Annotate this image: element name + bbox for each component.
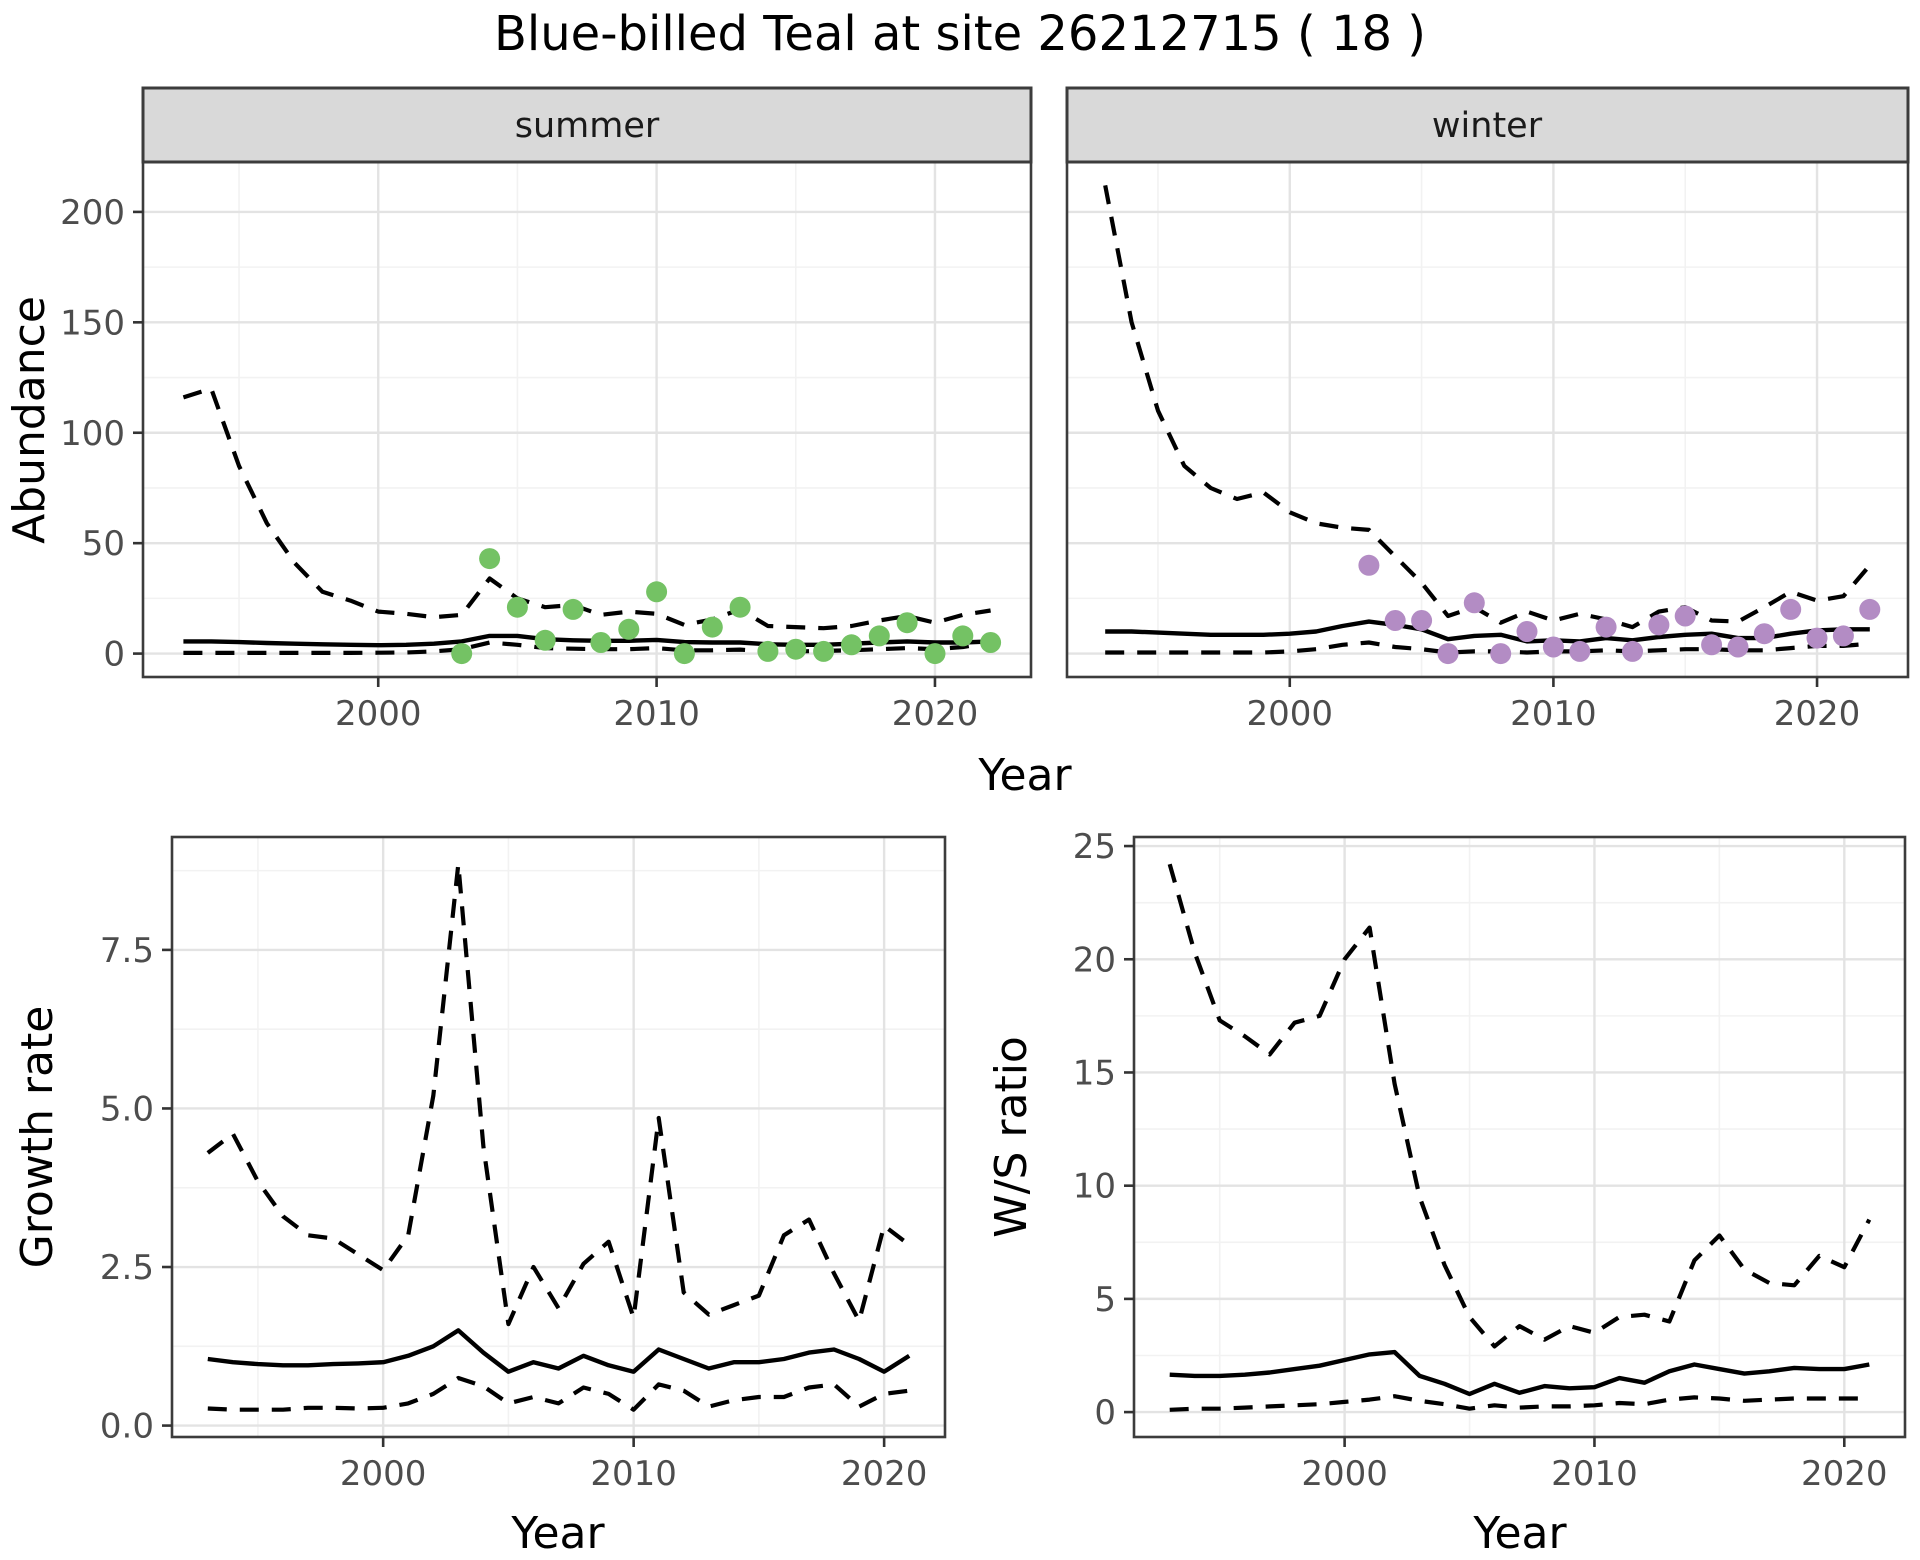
y-tick-label: 20 [1073,940,1116,980]
y-tick-label: 7.5 [100,931,154,971]
observation-point [896,612,918,634]
observation-point [1490,643,1512,665]
ws-year-axis-title: Year [1472,1508,1567,1559]
y-tick-label: 50 [82,524,125,564]
panel-summer: 2000 2010 2020 0 50 100 150 200 [60,160,1033,734]
panel-background [1134,837,1905,1437]
x-tick-label: 2020 [841,1454,928,1494]
observation-point [980,632,1002,653]
growth-year-axis-title: Year [510,1508,605,1559]
observation-point [1358,554,1380,576]
observation-point [506,596,528,618]
observation-point [1701,634,1723,656]
facet-strip-winter [1065,86,1910,164]
observation-point [590,632,612,653]
observation-point [673,643,695,665]
upper-ci-line [1167,863,1872,1349]
observation-point [1463,592,1485,614]
lower-ci-line [207,1375,910,1412]
observation-point [1542,636,1564,658]
observation-point [785,638,807,660]
observation-point [1384,610,1406,631]
x-tick-label: 2010 [590,1454,677,1494]
x-tick-label: 2000 [1247,694,1334,734]
upper-ci-line [182,386,991,631]
observation-point [1595,616,1617,638]
observation-point [1806,627,1828,649]
y-tick-label: 10 [1073,1167,1116,1207]
y-tick-label: 150 [60,303,125,343]
x-tick-label: 2010 [613,694,700,734]
observation-point [562,598,584,620]
observation-point [952,625,974,647]
x-tick-label: 2010 [1551,1454,1638,1494]
lower-ci-line [1169,1394,1870,1412]
observation-point [646,581,668,603]
x-tick-label: 2020 [892,694,979,734]
panel-background [143,162,1031,677]
x-tick-label: 2000 [335,694,422,734]
abundance-axis-title: Abundance [4,296,55,544]
ws-ratio-axis-title: W/S ratio [986,1036,1037,1238]
panel-border [1132,835,1907,1439]
observation-point [1569,640,1591,662]
observation-point [1437,643,1459,665]
observation-point [1753,623,1775,645]
observation-point [868,625,890,647]
top-year-axis-title: Year [977,750,1072,801]
y-tick-label: 5.0 [100,1089,154,1129]
median-line [1169,1349,1870,1397]
observation-point [1780,598,1802,620]
observation-point [1411,610,1433,631]
y-tick-label: 200 [60,193,125,233]
panel-background [172,837,945,1437]
panel-winter: 2000 2010 2020 [1065,160,1910,734]
observation-point [1727,636,1749,658]
upper-ci-line [206,862,911,1327]
y-tick-label: 15 [1073,1053,1116,1093]
x-tick-label: 2010 [1510,694,1597,734]
observation-point [757,640,779,662]
upper-ci-line [1103,185,1872,630]
x-tick-label: 2020 [1801,1454,1888,1494]
x-tick-label: 2000 [1301,1454,1388,1494]
facet-strip-summer [141,86,1033,164]
observation-point [924,643,946,665]
y-tick-label: 0 [1094,1393,1116,1433]
panel-background [1067,162,1908,677]
panel-ws-ratio: 2000 2010 2020 0 5 10 15 20 25 [1073,827,1907,1494]
chart-title: Blue-billed Teal at site 26212715 ( 18 ) [493,6,1427,62]
observation-point [1648,614,1670,636]
observation-point [534,629,556,651]
facet-strip-label-summer: summer [515,106,660,146]
panel-growth-rate: 2000 2010 2020 0.0 2.5 5.0 7.5 [100,835,947,1494]
observation-point [479,548,501,570]
growth-rate-axis-title: Growth rate [12,1006,63,1269]
facet-strip-label-winter: winter [1432,106,1543,146]
y-tick-label: 25 [1073,827,1116,867]
observation-point [1832,625,1854,647]
observation-point [451,643,473,665]
observation-point [701,616,723,638]
observation-point [1622,640,1643,662]
observation-point [1859,598,1881,620]
x-tick-label: 2000 [340,1454,427,1494]
y-tick-label: 0.0 [100,1407,154,1447]
y-tick-label: 100 [60,414,125,454]
median-line [207,1328,911,1374]
y-tick-label: 5 [1094,1280,1116,1320]
observation-point [1516,621,1538,642]
observation-point [729,596,751,618]
observation-point [841,634,862,656]
y-tick-label: 2.5 [100,1248,154,1288]
y-tick-label: 0 [103,635,125,675]
x-tick-label: 2020 [1774,694,1861,734]
observation-point [813,640,835,662]
observation-point [1674,605,1696,627]
panel-border [170,835,947,1439]
observation-point [618,618,640,640]
